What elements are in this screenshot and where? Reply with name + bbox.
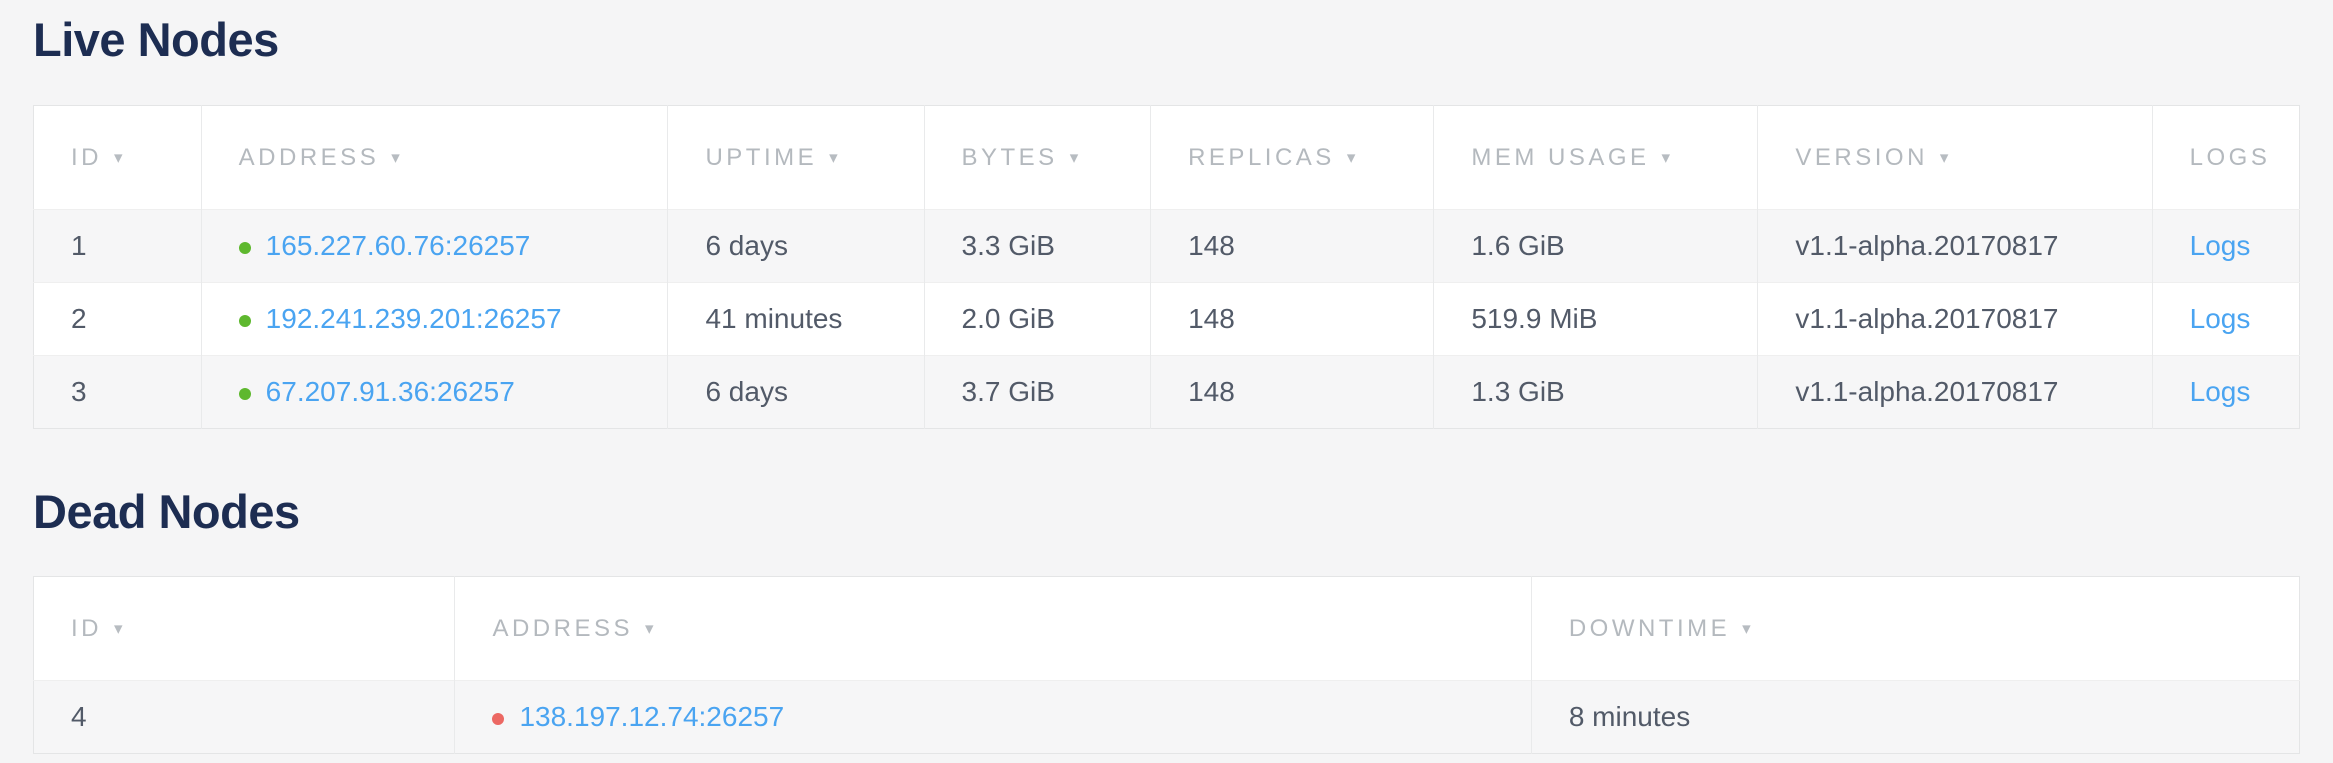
node-uptime-cell: 41 minutes: [667, 282, 924, 356]
column-header-version[interactable]: VERSION ▾: [1757, 105, 2153, 210]
dead-nodes-table: ID ▾ ADDRESS ▾ DOWNTIME ▾ 4 138.197.12.74:2…: [33, 576, 2300, 754]
node-bytes-cell: 2.0 GiB: [923, 282, 1151, 356]
node-version-cell: v1.1-alpha.20170817: [1757, 355, 2153, 429]
column-header-bytes[interactable]: BYTES ▾: [923, 105, 1151, 210]
node-id-cell: 1: [71, 230, 87, 261]
node-address-link[interactable]: 67.207.91.36:26257: [265, 376, 515, 407]
dead-nodes-header-row: ID ▾ ADDRESS ▾ DOWNTIME ▾: [34, 576, 2300, 681]
table-row: 4 138.197.12.74:26257 8 minutes: [33, 680, 2300, 754]
node-logs-link[interactable]: Logs: [2189, 376, 2251, 407]
node-address-cell: 138.197.12.74:26257: [454, 680, 1532, 754]
table-row: 3 67.207.91.36:26257 6 days 3.7 GiB 148 …: [33, 355, 2300, 429]
column-header-address[interactable]: ADDRESS ▾: [200, 105, 668, 210]
node-id-cell: 4: [71, 701, 87, 732]
column-header-label: LOGS: [2189, 143, 2271, 171]
node-address-link[interactable]: 138.197.12.74:26257: [519, 701, 785, 732]
column-header-label: ID: [71, 614, 102, 642]
node-logs-link[interactable]: Logs: [2189, 230, 2251, 261]
sort-arrow-icon: ▾: [645, 618, 654, 638]
node-status-dot-icon: [238, 315, 251, 327]
node-address-cell: 165.227.60.76:26257: [200, 209, 668, 283]
sort-arrow-icon: ▾: [1742, 618, 1751, 638]
column-header-label: ADDRESS: [492, 614, 633, 642]
live-nodes-table: ID ▾ ADDRESS ▾ UPTIME ▾ BYTES ▾ REPLICAS ▾ ME…: [33, 105, 2300, 429]
column-header-id[interactable]: ID ▾: [34, 577, 455, 681]
node-address-link[interactable]: 192.241.239.201:26257: [265, 303, 562, 334]
table-row: 2 192.241.239.201:26257 41 minutes 2.0 G…: [33, 282, 2300, 356]
node-logs-link[interactable]: Logs: [2189, 303, 2251, 334]
node-address-cell: 67.207.91.36:26257: [200, 355, 668, 429]
node-uptime-cell: 6 days: [667, 209, 924, 283]
node-mem-usage-cell: 1.3 GiB: [1433, 355, 1758, 429]
node-id-cell: 3: [71, 376, 87, 407]
sort-arrow-icon: ▾: [1069, 147, 1079, 167]
column-header-downtime[interactable]: DOWNTIME ▾: [1530, 576, 2300, 681]
column-header-label: BYTES: [961, 143, 1058, 171]
node-version-cell: v1.1-alpha.20170817: [1757, 282, 2153, 356]
node-address-cell: 192.241.239.201:26257: [200, 282, 668, 356]
node-logs-cell: Logs: [2151, 282, 2300, 356]
node-status-dot-icon: [492, 713, 505, 725]
node-uptime-cell: 6 days: [667, 355, 924, 429]
node-mem-usage-cell: 519.9 MiB: [1433, 282, 1758, 356]
sort-arrow-icon: ▾: [114, 618, 123, 638]
node-logs-cell: Logs: [2151, 355, 2300, 429]
sort-arrow-icon: ▾: [829, 147, 838, 167]
column-header-label: ADDRESS: [238, 143, 380, 171]
dead-nodes-title: Dead Nodes: [33, 485, 300, 538]
sort-arrow-icon: ▾: [391, 147, 400, 167]
sort-arrow-icon: ▾: [1346, 147, 1356, 167]
column-header-mem-usage[interactable]: MEM USAGE ▾: [1433, 105, 1758, 210]
node-id-cell: 2: [71, 303, 87, 334]
node-address-link[interactable]: 165.227.60.76:26257: [265, 230, 531, 261]
node-bytes-cell: 3.7 GiB: [923, 355, 1151, 429]
sort-arrow-icon: ▾: [1939, 147, 1949, 167]
column-header-label: MEM USAGE: [1471, 143, 1650, 171]
node-status-dot-icon: [238, 242, 251, 254]
node-status-dot-icon: [238, 388, 251, 400]
column-header-uptime[interactable]: UPTIME ▾: [667, 105, 924, 210]
node-replicas-cell: 148: [1150, 355, 1434, 429]
column-header-logs: LOGS: [2151, 105, 2300, 210]
column-header-address[interactable]: ADDRESS ▾: [454, 576, 1532, 681]
node-mem-usage-cell: 1.6 GiB: [1433, 209, 1758, 283]
column-header-label: DOWNTIME: [1568, 614, 1731, 642]
sort-arrow-icon: ▾: [114, 147, 123, 167]
column-header-label: REPLICAS: [1188, 143, 1335, 171]
column-header-label: VERSION: [1795, 143, 1928, 171]
node-replicas-cell: 148: [1150, 209, 1434, 283]
node-downtime-cell: 8 minutes: [1530, 680, 2300, 754]
table-row: 1 165.227.60.76:26257 6 days 3.3 GiB 148…: [33, 209, 2300, 283]
live-nodes-header-row: ID ▾ ADDRESS ▾ UPTIME ▾ BYTES ▾ REPLICAS ▾ ME…: [34, 105, 2300, 210]
column-header-label: UPTIME: [705, 143, 818, 171]
node-version-cell: v1.1-alpha.20170817: [1757, 209, 2153, 283]
column-header-replicas[interactable]: REPLICAS ▾: [1150, 105, 1434, 210]
live-nodes-title: Live Nodes: [33, 13, 279, 66]
column-header-label: ID: [71, 143, 102, 171]
node-bytes-cell: 3.3 GiB: [923, 209, 1151, 283]
sort-arrow-icon: ▾: [1661, 147, 1671, 167]
column-header-id[interactable]: ID ▾: [34, 106, 202, 210]
node-logs-cell: Logs: [2151, 209, 2300, 283]
node-replicas-cell: 148: [1150, 282, 1434, 356]
